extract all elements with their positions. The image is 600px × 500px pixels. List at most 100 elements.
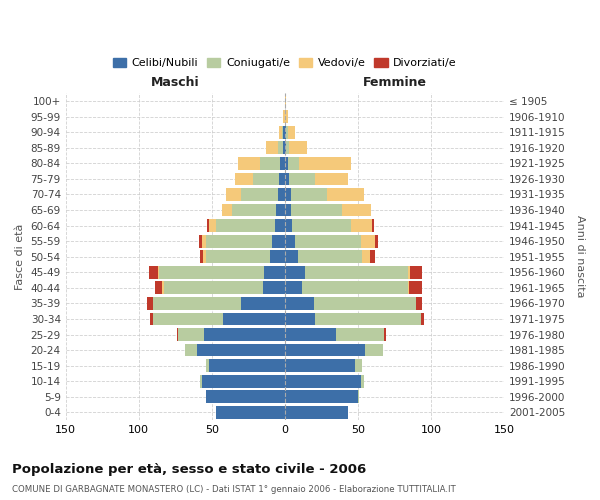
Bar <box>200 250 203 263</box>
Bar <box>370 250 376 263</box>
Text: Femmine: Femmine <box>362 76 427 88</box>
Bar <box>285 250 298 263</box>
Bar <box>288 157 299 170</box>
Bar <box>158 266 159 278</box>
Bar <box>336 328 384 341</box>
Bar <box>361 375 364 388</box>
Text: COMUNE DI GARBAGNATE MONASTERO (LC) - Dati ISTAT 1° gennaio 2006 - Elaborazione : COMUNE DI GARBAGNATE MONASTERO (LC) - Da… <box>12 485 456 494</box>
Bar <box>305 266 407 278</box>
Bar <box>178 328 205 341</box>
Bar <box>278 188 285 201</box>
Bar <box>285 297 314 310</box>
Bar <box>253 172 279 186</box>
Bar <box>154 312 223 326</box>
Bar <box>285 390 358 403</box>
Bar <box>358 390 359 403</box>
Bar <box>202 375 285 388</box>
Bar <box>238 157 260 170</box>
Bar <box>288 126 295 138</box>
Bar <box>275 219 285 232</box>
Bar <box>285 110 288 123</box>
Bar <box>289 142 307 154</box>
Bar <box>286 142 289 154</box>
Bar <box>148 297 154 310</box>
Bar <box>235 172 253 186</box>
Bar <box>292 219 350 232</box>
Bar <box>285 219 292 232</box>
Text: Popolazione per età, sesso e stato civile - 2006: Popolazione per età, sesso e stato civil… <box>12 462 366 475</box>
Bar <box>285 235 295 248</box>
Bar <box>407 282 409 294</box>
Bar <box>285 282 302 294</box>
Bar <box>285 375 361 388</box>
Text: Maschi: Maschi <box>151 76 200 88</box>
Bar <box>362 250 370 263</box>
Bar <box>285 188 290 201</box>
Bar <box>270 250 285 263</box>
Bar <box>241 188 278 201</box>
Bar <box>164 282 263 294</box>
Bar <box>159 266 265 278</box>
Bar <box>209 219 216 232</box>
Bar <box>285 312 316 326</box>
Bar <box>197 344 285 356</box>
Bar <box>314 297 416 310</box>
Bar <box>155 282 162 294</box>
Bar <box>279 172 285 186</box>
Bar <box>298 250 362 263</box>
Bar <box>285 328 336 341</box>
Bar <box>384 328 386 341</box>
Bar <box>199 235 202 248</box>
Bar <box>290 204 342 216</box>
Bar <box>376 235 379 248</box>
Bar <box>206 390 285 403</box>
Bar <box>316 172 347 186</box>
Bar <box>202 235 206 248</box>
Bar <box>154 297 241 310</box>
Bar <box>216 219 275 232</box>
Bar <box>373 219 374 232</box>
Bar <box>279 126 282 138</box>
Bar <box>265 266 285 278</box>
Bar <box>283 142 285 154</box>
Bar <box>361 235 376 248</box>
Bar <box>162 282 164 294</box>
Bar <box>285 406 347 418</box>
Bar <box>208 219 209 232</box>
Bar <box>289 172 316 186</box>
Bar <box>365 344 383 356</box>
Bar <box>302 282 407 294</box>
Bar <box>226 188 241 201</box>
Bar <box>316 312 421 326</box>
Bar <box>149 266 158 278</box>
Bar <box>263 282 285 294</box>
Bar <box>276 204 285 216</box>
Bar <box>285 142 286 154</box>
Y-axis label: Anni di nascita: Anni di nascita <box>575 216 585 298</box>
Bar <box>285 266 305 278</box>
Bar <box>209 360 285 372</box>
Bar <box>409 282 422 294</box>
Bar <box>222 204 232 216</box>
Bar <box>206 250 270 263</box>
Bar <box>286 126 288 138</box>
Bar <box>285 172 289 186</box>
Bar <box>241 297 285 310</box>
Bar <box>232 204 276 216</box>
Bar <box>283 126 285 138</box>
Bar <box>260 157 280 170</box>
Bar <box>327 188 364 201</box>
Bar <box>416 297 422 310</box>
Bar <box>203 250 206 263</box>
Bar <box>283 110 285 123</box>
Bar <box>278 142 283 154</box>
Bar <box>299 157 350 170</box>
Bar <box>342 204 371 216</box>
Bar <box>282 126 283 138</box>
Bar <box>280 157 285 170</box>
Bar <box>216 406 285 418</box>
Bar <box>176 328 178 341</box>
Bar <box>223 312 285 326</box>
Bar <box>290 188 327 201</box>
Bar <box>285 360 355 372</box>
